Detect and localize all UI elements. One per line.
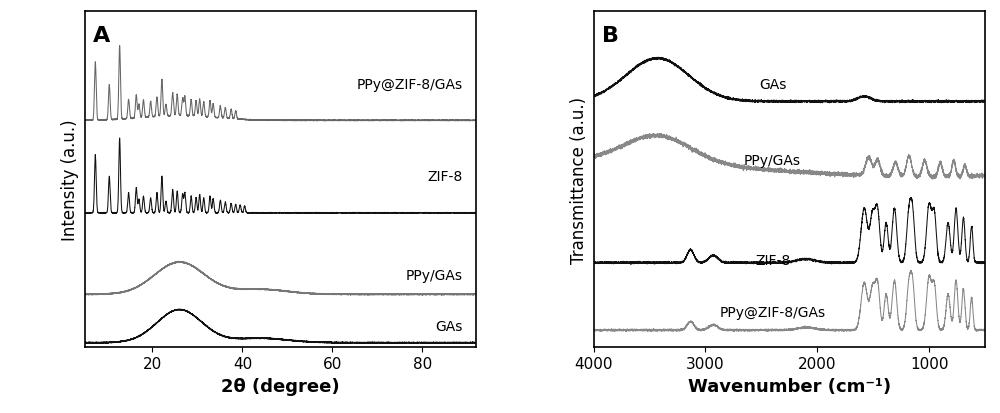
Text: ZIF-8: ZIF-8 [755,254,790,268]
Text: B: B [602,26,619,46]
Text: PPy@ZIF-8/GAs: PPy@ZIF-8/GAs [720,306,826,320]
Y-axis label: Intensity (a.u.): Intensity (a.u.) [61,119,79,240]
Text: PPy/GAs: PPy/GAs [406,268,463,282]
X-axis label: Wavenumber (cm⁻¹): Wavenumber (cm⁻¹) [688,377,891,395]
Text: PPy@ZIF-8/GAs: PPy@ZIF-8/GAs [357,78,463,92]
X-axis label: 2θ (degree): 2θ (degree) [221,377,340,395]
Text: A: A [93,26,110,46]
Text: PPy/GAs: PPy/GAs [744,154,801,168]
Y-axis label: Transmittance (a.u.): Transmittance (a.u.) [570,96,588,263]
Text: ZIF-8: ZIF-8 [428,170,463,184]
Text: GAs: GAs [435,319,463,333]
Text: GAs: GAs [759,78,786,91]
